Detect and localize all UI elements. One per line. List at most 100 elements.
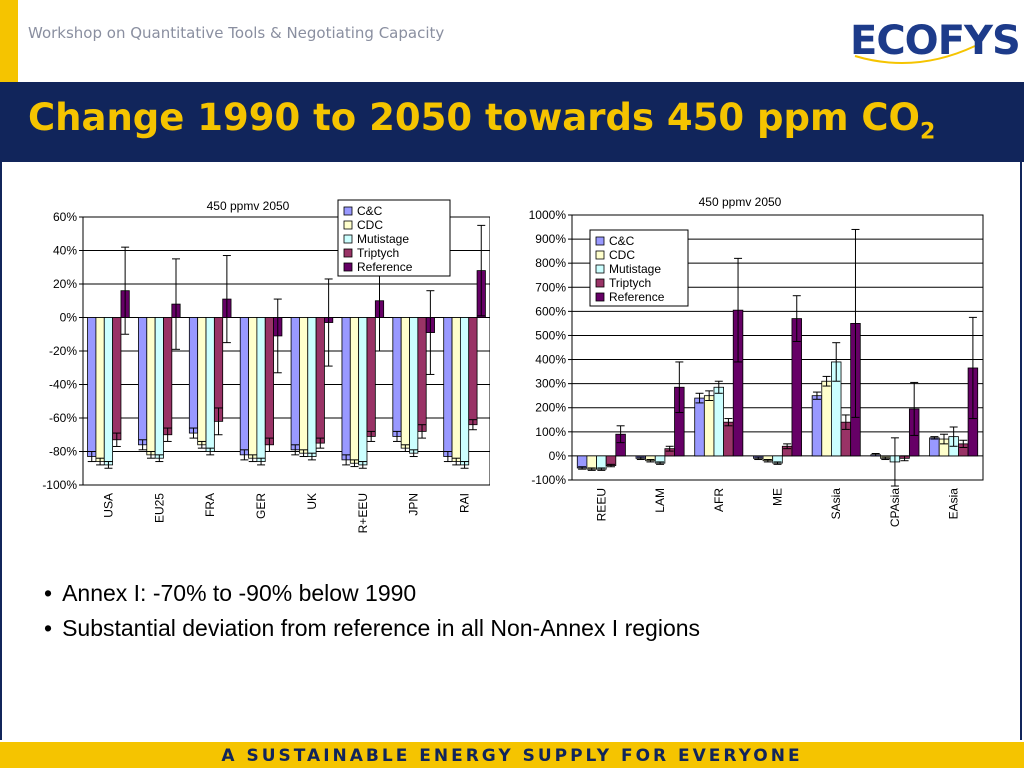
legend-swatch (595, 264, 605, 274)
bar (290, 317, 300, 451)
bar (409, 317, 419, 454)
legend-swatch (343, 262, 353, 272)
bar (315, 317, 325, 444)
y-tick-label: 300% (535, 377, 566, 391)
legend-swatch (343, 234, 353, 244)
legend-swatch (595, 236, 605, 246)
bar (366, 317, 376, 437)
bar (576, 455, 588, 469)
y-tick-label: 200% (535, 401, 566, 415)
legend-box (589, 229, 689, 307)
x-tick-label: AFR (712, 488, 726, 512)
bar (112, 317, 122, 441)
legend-entry: CDC (357, 218, 383, 232)
bar (256, 317, 266, 462)
bullet-list: Annex I: -70% to -90% below 1990 Substan… (44, 580, 700, 650)
legend-entry: Reference (609, 290, 665, 304)
bar (138, 317, 148, 446)
y-tick-label: 100% (535, 425, 566, 439)
bar (392, 317, 402, 437)
y-tick-label: -40% (49, 378, 77, 392)
y-tick-label: 500% (535, 328, 566, 342)
bar (248, 317, 258, 459)
legend-entry: Reference (357, 260, 413, 274)
y-tick-label: -100% (42, 478, 77, 492)
bar (468, 317, 478, 426)
bar (811, 395, 823, 457)
x-tick-label: EAsia (947, 488, 961, 520)
bar (197, 317, 207, 446)
y-tick-label: 40% (53, 244, 77, 258)
x-tick-label: FRA (203, 493, 217, 517)
legend-entry: Mutistage (609, 262, 661, 276)
y-tick-label: 900% (535, 232, 566, 246)
bar (713, 386, 725, 457)
legend-entry: C&C (357, 204, 383, 218)
legend-entry: Mutistage (357, 232, 409, 246)
slide-title-subscript: 2 (920, 119, 936, 145)
y-tick-label: 600% (535, 304, 566, 318)
bar (239, 317, 249, 456)
legend-swatch (595, 278, 605, 288)
x-tick-label: ME (771, 488, 785, 506)
bar (307, 317, 317, 457)
bar (299, 317, 309, 454)
slide-title: Change 1990 to 2050 towards 450 ppm CO2 (28, 96, 935, 144)
bar (929, 437, 940, 457)
bar (205, 317, 215, 452)
bar (417, 317, 427, 432)
x-tick-label: REEU (594, 488, 608, 521)
x-tick-label: USA (101, 493, 115, 518)
logo-fys: FYS (937, 18, 1021, 64)
legend-swatch (343, 206, 353, 216)
workshop-header: Workshop on Quantitative Tools & Negotia… (28, 24, 445, 42)
bar (358, 317, 368, 466)
logo-arc-icon (854, 45, 976, 65)
x-tick-label: LAM (653, 488, 667, 513)
top-accent-bar (0, 0, 18, 82)
legend-entry: Triptych (357, 246, 399, 260)
x-tick-label: R+EEU (356, 493, 370, 533)
legend-box (337, 199, 451, 277)
bar (459, 317, 470, 466)
bar (596, 455, 607, 470)
y-tick-label: -80% (49, 445, 77, 459)
x-tick-label: SAsia (829, 488, 843, 520)
content-frame (0, 162, 1022, 740)
legend-entry: CDC (609, 248, 635, 262)
bar (400, 317, 410, 449)
x-tick-label: JPN (407, 493, 421, 516)
footer-band: A SUSTAINABLE ENERGY SUPPLY FOR EVERYONE (0, 742, 1024, 768)
legend-swatch (343, 220, 353, 230)
footer-tagline: A SUSTAINABLE ENERGY SUPPLY FOR EVERYONE (221, 746, 803, 766)
bar (703, 395, 715, 457)
legend-entry: C&C (609, 234, 635, 248)
y-tick-label: 700% (535, 280, 566, 294)
bar (95, 317, 105, 462)
bullet-annex-i: Annex I: -70% to -90% below 1990 (44, 580, 700, 607)
bar (154, 317, 164, 459)
legend-entry: Triptych (609, 276, 651, 290)
bar (451, 317, 461, 462)
bar (264, 317, 274, 446)
legend-swatch (595, 250, 605, 260)
bar (349, 317, 360, 464)
x-tick-label: GER (254, 493, 268, 519)
y-tick-label: -20% (49, 344, 77, 358)
y-tick-label: 0% (549, 449, 567, 463)
y-tick-label: 0% (60, 311, 78, 325)
bar (103, 317, 114, 466)
bar (443, 317, 453, 457)
slide-title-text: Change 1990 to 2050 towards 450 ppm CO (28, 96, 920, 139)
y-tick-label: 60% (53, 210, 77, 224)
bar (821, 380, 832, 457)
ecofys-logo: ECOFYS (850, 16, 1021, 72)
x-tick-label: RAI (458, 493, 472, 513)
bar (723, 421, 734, 457)
bar (694, 397, 705, 457)
bar (163, 317, 173, 436)
bullet-non-annex-i: Substantial deviation from reference in … (44, 615, 700, 642)
chart-title: 450 ppmv 2050 (699, 195, 782, 209)
legend-swatch (595, 292, 605, 302)
y-tick-label: -100% (531, 473, 566, 487)
